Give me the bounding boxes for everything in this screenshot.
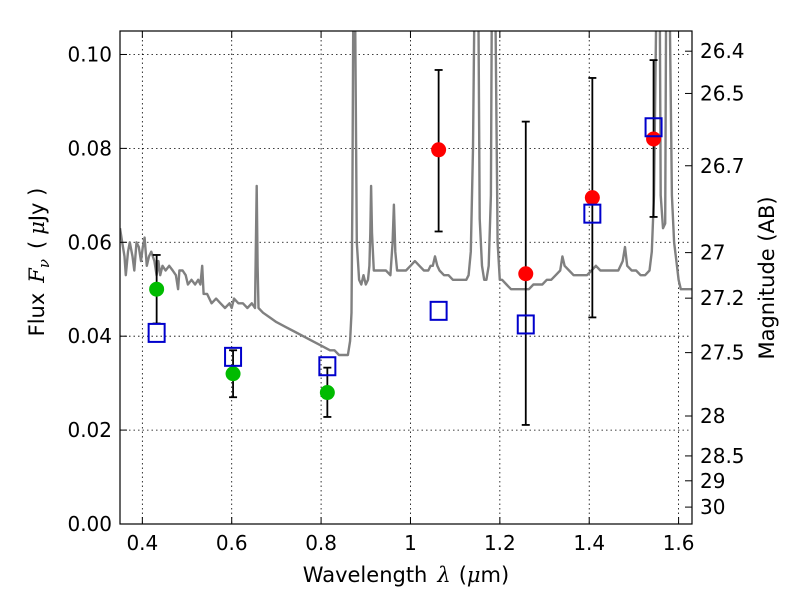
model-square-0 bbox=[147, 322, 166, 343]
x-axis-symbol: λ bbox=[436, 563, 450, 587]
y-tick-label-4: 0.08 bbox=[67, 136, 112, 160]
model-square-2 bbox=[318, 356, 337, 377]
data-point-2-1 bbox=[518, 266, 534, 282]
x-axis-unit-rest: m) bbox=[481, 563, 510, 587]
x-axis-unit-mu: μ bbox=[467, 563, 481, 587]
y-axis-label-left: Flux Fν ( μJy ) bbox=[25, 188, 53, 337]
x-tick-label-1: 0.6 bbox=[216, 531, 248, 555]
axes: 0.4 0.6 0.8 1 1.2 1.4 1.6 0.00 0.02 0.04 0.06 0.08 0… bbox=[67, 31, 745, 555]
x-tick-label-5: 1.4 bbox=[573, 531, 605, 555]
data-point-1-2 bbox=[319, 385, 335, 401]
data-point-2-0 bbox=[431, 142, 447, 158]
mag-tick-label-0: 26.4 bbox=[700, 39, 745, 63]
mag-tick-label-1: 26.5 bbox=[700, 81, 745, 105]
mag-tick-label-2: 26.7 bbox=[700, 154, 745, 178]
x-tick-label-3: 1 bbox=[404, 531, 417, 555]
mag-tick-label-6: 28 bbox=[700, 404, 725, 428]
data-point-1-1 bbox=[225, 366, 241, 382]
x-axis-label: Wavelength λ (μm) bbox=[303, 563, 509, 587]
mag-tick-label-9: 30 bbox=[700, 495, 725, 519]
model-square-4 bbox=[516, 314, 535, 335]
plot-area bbox=[120, 31, 692, 426]
y-tick-label-1: 0.02 bbox=[67, 418, 112, 442]
y-axis-label-left-text: Flux bbox=[25, 293, 49, 337]
y-axis-left-unit-mu: μ bbox=[25, 221, 49, 235]
mag-tick-label-8: 29 bbox=[700, 469, 725, 493]
y-tick-label-3: 0.06 bbox=[67, 230, 112, 254]
mag-tick-label-5: 27.5 bbox=[700, 341, 745, 365]
x-tick-label-2: 0.8 bbox=[305, 531, 337, 555]
y-axis-left-subscript: ν bbox=[35, 259, 53, 268]
model-square-5 bbox=[583, 203, 602, 224]
mag-tick-label-4: 27.2 bbox=[700, 286, 745, 310]
grid bbox=[120, 31, 692, 525]
y-tick-label-2: 0.04 bbox=[67, 324, 112, 348]
data-point-1-0 bbox=[149, 281, 165, 297]
x-tick-label-4: 1.2 bbox=[484, 531, 516, 555]
x-tick-label-0: 0.4 bbox=[126, 531, 158, 555]
model-square-6 bbox=[644, 117, 663, 138]
mag-tick-label-3: 27 bbox=[700, 241, 725, 265]
mag-tick-label-7: 28.5 bbox=[700, 444, 745, 468]
data-point-2-3 bbox=[646, 131, 662, 147]
x-tick-label-6: 1.6 bbox=[663, 531, 695, 555]
model-square-3 bbox=[429, 300, 448, 321]
y-tick-label-5: 0.10 bbox=[67, 42, 112, 66]
data-point-2-2 bbox=[584, 190, 600, 206]
y-axis-left-symbol: F bbox=[25, 267, 49, 284]
x-axis-label-text: Wavelength bbox=[303, 563, 428, 587]
y-axis-left-unit-rest: Jy ) bbox=[25, 188, 49, 224]
y-axis-left-unit-open: ( bbox=[25, 241, 49, 249]
plot-frame bbox=[119, 30, 693, 525]
y-tick-label-0: 0.00 bbox=[67, 512, 112, 536]
x-axis-unit-open: ( bbox=[459, 563, 467, 587]
spectrum-line bbox=[120, 31, 692, 357]
y-axis-label-right: Magnitude (AB) bbox=[755, 196, 779, 359]
model-square-1 bbox=[224, 346, 243, 367]
